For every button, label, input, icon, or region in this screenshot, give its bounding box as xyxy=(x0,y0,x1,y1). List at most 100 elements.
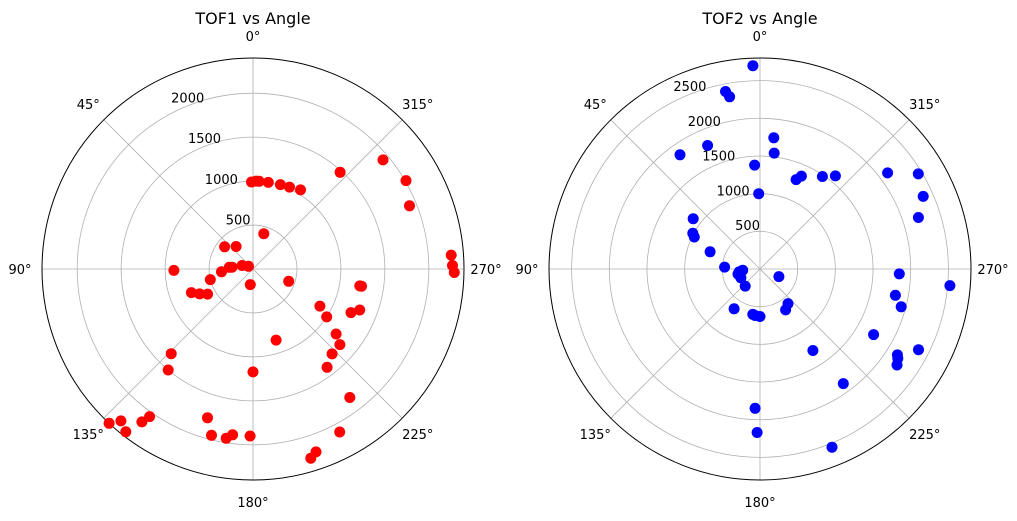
data-point xyxy=(103,417,115,429)
data-point xyxy=(206,429,217,441)
data-point xyxy=(314,300,326,312)
data-point xyxy=(202,412,213,424)
data-point xyxy=(749,159,761,171)
theta-tick-label: 225° xyxy=(909,428,940,443)
data-point xyxy=(944,280,956,292)
data-point xyxy=(687,213,699,225)
grid-ring xyxy=(571,80,949,458)
data-point xyxy=(162,364,174,376)
grid-ring xyxy=(208,224,298,314)
data-point xyxy=(400,175,412,187)
data-point xyxy=(882,167,894,179)
data-point xyxy=(321,311,333,323)
data-point xyxy=(753,188,765,200)
data-point xyxy=(768,147,780,159)
tof1-panel: TOF1 vs Angle 500 1000 1500 2000 0° 45° 90° 135… xyxy=(8,9,501,511)
data-point xyxy=(120,426,132,438)
data-point xyxy=(702,140,714,151)
data-point xyxy=(243,260,254,272)
data-point xyxy=(917,190,929,202)
data-point xyxy=(377,154,389,166)
data-point xyxy=(404,200,415,212)
data-point xyxy=(270,334,282,346)
data-point xyxy=(889,289,901,301)
data-point xyxy=(782,298,794,310)
data-points xyxy=(674,60,956,453)
theta-tick-label: 135° xyxy=(580,428,611,443)
theta-tick-label: 45° xyxy=(584,98,607,113)
theta-tick-label: 90° xyxy=(8,263,31,278)
theta-tick-label: 270° xyxy=(470,263,501,278)
data-point xyxy=(728,303,740,315)
r-tick-label: 2000 xyxy=(688,115,721,130)
grid-ring xyxy=(120,136,386,402)
theta-tick-label: 270° xyxy=(977,263,1008,278)
data-point xyxy=(768,132,780,144)
theta-tick-label: 315° xyxy=(402,98,433,113)
data-point xyxy=(895,301,907,313)
grid-ring xyxy=(76,92,430,446)
data-point xyxy=(283,275,295,287)
data-point xyxy=(334,166,346,178)
data-point xyxy=(136,416,148,428)
data-point xyxy=(354,304,366,316)
data-point xyxy=(219,241,231,253)
data-point xyxy=(912,212,924,223)
r-tick-label: 1500 xyxy=(702,150,735,165)
theta-tick-label: 180° xyxy=(744,496,775,511)
data-point xyxy=(244,279,256,291)
data-point xyxy=(688,231,700,243)
data-point xyxy=(185,287,197,299)
data-point xyxy=(202,288,214,300)
data-point xyxy=(344,392,356,403)
data-point xyxy=(247,366,259,378)
data-point xyxy=(220,432,232,444)
data-point xyxy=(165,348,177,360)
data-point xyxy=(295,184,306,196)
data-point xyxy=(326,348,338,360)
data-point xyxy=(330,328,342,340)
tof2-panel: TOF2 vs Angle 500 1000 1500 2000 2500 0° 45° 90… xyxy=(515,9,1008,511)
r-tick-label: 1000 xyxy=(205,173,238,188)
theta-tick-label: 225° xyxy=(402,428,433,443)
data-point xyxy=(773,271,785,283)
data-point xyxy=(674,149,686,161)
data-point xyxy=(274,179,286,191)
data-point xyxy=(829,170,841,182)
data-point xyxy=(305,452,317,464)
data-point xyxy=(837,378,849,390)
chart-title: TOF2 vs Angle xyxy=(701,9,817,28)
data-point xyxy=(284,181,295,193)
data-point xyxy=(244,430,256,442)
data-point xyxy=(735,272,747,284)
r-tick-label: 2500 xyxy=(673,80,706,95)
theta-tick-label: 0° xyxy=(246,30,261,45)
grid-spoke xyxy=(103,268,254,419)
data-point xyxy=(739,280,751,292)
data-point xyxy=(115,415,127,427)
data-point xyxy=(445,249,457,261)
r-tick-label: 1500 xyxy=(188,132,221,147)
theta-tick-label: 0° xyxy=(753,30,768,45)
grid-spoke xyxy=(610,119,761,270)
theta-tick-label: 90° xyxy=(515,263,538,278)
data-point xyxy=(719,261,731,273)
r-tick-label: 500 xyxy=(735,219,760,234)
data-point xyxy=(891,359,903,371)
grid-spoke xyxy=(759,268,910,419)
theta-tick-label: 45° xyxy=(77,98,100,113)
data-point xyxy=(754,311,766,322)
data-point xyxy=(345,307,357,319)
theta-tick-label: 180° xyxy=(237,496,268,511)
data-point xyxy=(258,228,270,240)
data-point xyxy=(144,411,156,423)
theta-tick-label: 135° xyxy=(73,428,104,443)
data-point xyxy=(790,174,802,186)
data-point xyxy=(334,426,346,438)
data-point xyxy=(230,241,242,252)
data-point xyxy=(807,345,819,356)
r-tick-label: 2000 xyxy=(171,92,204,107)
polar-frame xyxy=(548,57,972,481)
